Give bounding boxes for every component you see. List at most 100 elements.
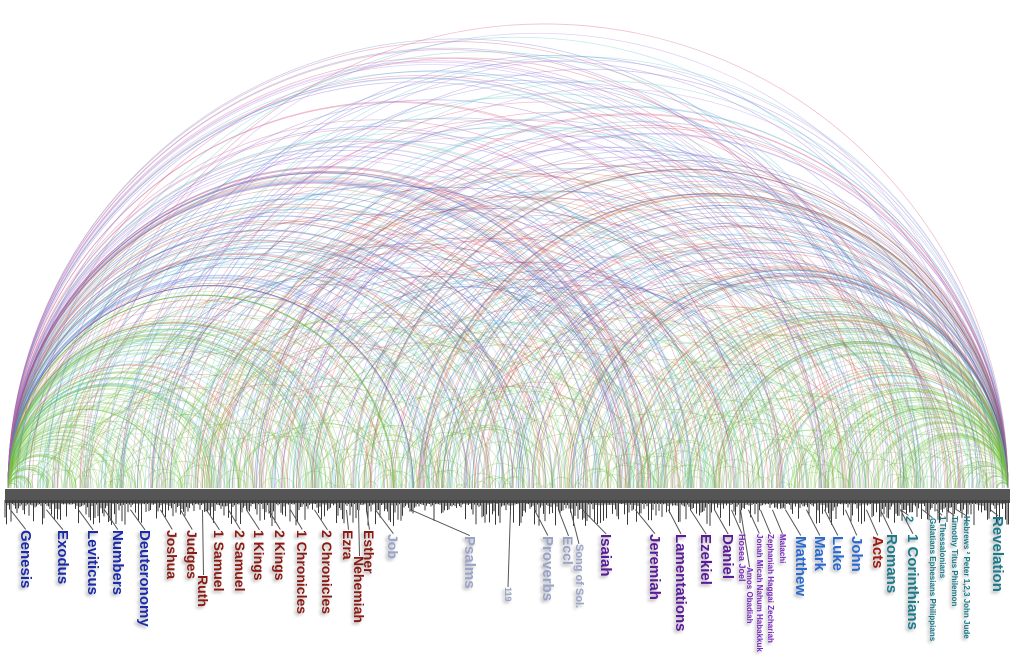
- cross-reference-arc: [946, 457, 1009, 489]
- cross-reference-arc: [7, 475, 34, 489]
- cross-reference-arc: [7, 294, 395, 489]
- cross-reference-arc: [691, 423, 822, 489]
- cross-reference-arc: [101, 213, 650, 489]
- cross-reference-arc: [110, 349, 389, 489]
- cross-reference-arc: [672, 320, 1009, 489]
- cross-reference-arc: [666, 464, 715, 489]
- cross-reference-arc: [477, 222, 1009, 489]
- cross-reference-arc: [718, 343, 1009, 489]
- cross-reference-arc: [398, 484, 406, 489]
- cross-reference-arc: [961, 464, 1009, 489]
- cross-reference-arc: [261, 477, 283, 489]
- cross-reference-arc: [249, 312, 602, 489]
- cross-reference-arc: [907, 437, 1009, 489]
- cross-reference-arc: [827, 451, 900, 489]
- cross-reference-arc: [445, 401, 620, 489]
- cross-reference-arc: [302, 466, 346, 489]
- cross-reference-arc: [628, 297, 1009, 489]
- cross-reference-arc: [89, 74, 917, 489]
- book-label: Mark: [811, 536, 828, 572]
- cross-reference-arc: [7, 266, 451, 489]
- cross-reference-arc: [21, 341, 315, 489]
- cross-reference-arc: [813, 390, 1009, 489]
- cross-reference-arc: [915, 441, 1009, 489]
- cross-reference-arc: [442, 205, 1009, 489]
- cross-reference-arc: [7, 181, 620, 489]
- cross-reference-arc: [7, 178, 626, 489]
- cross-reference-arc: [7, 177, 629, 489]
- cross-reference-arc: [654, 310, 1009, 489]
- cross-reference-arc: [297, 470, 332, 489]
- cross-reference-arc: [229, 135, 934, 489]
- cross-reference-arc: [394, 180, 1009, 489]
- cross-reference-arc: [7, 453, 76, 489]
- cross-reference-arc: [7, 170, 643, 489]
- cross-reference-arc: [117, 362, 368, 489]
- cross-reference-arc: [7, 476, 32, 489]
- cross-reference-arc: [13, 328, 332, 489]
- cross-reference-arc: [755, 429, 873, 489]
- cross-reference-arc: [416, 460, 473, 489]
- cross-reference-arc: [7, 102, 780, 489]
- cross-reference-arc: [247, 172, 880, 489]
- cross-reference-arc: [116, 373, 345, 489]
- cross-reference-arc: [389, 256, 853, 489]
- cross-reference-arc: [597, 366, 840, 489]
- cross-reference-arc: [7, 219, 544, 489]
- cross-reference-arc: [82, 32, 993, 489]
- book-label: Job: [385, 534, 401, 559]
- cross-reference-arc: [707, 337, 1009, 489]
- cross-reference-arc: [687, 327, 1009, 489]
- cross-reference-arc: [408, 433, 519, 489]
- cross-reference-arc: [296, 393, 486, 489]
- cross-reference-arc: [7, 392, 199, 489]
- cross-reference-arc: [7, 377, 229, 489]
- cross-reference-arc: [116, 443, 207, 489]
- cross-reference-arc: [663, 464, 710, 489]
- book-label: Joshua: [164, 530, 180, 580]
- cross-reference-arc: [57, 351, 332, 489]
- cross-reference-arc: [7, 482, 18, 489]
- cross-reference-arc: [762, 474, 791, 489]
- cross-reference-arc: [640, 414, 789, 489]
- cross-reference-arc: [477, 252, 949, 489]
- cross-reference-arc: [7, 198, 587, 489]
- cross-reference-arc: [7, 338, 307, 489]
- cross-reference-arc: [7, 322, 339, 489]
- cross-reference-arc: [7, 203, 577, 489]
- cross-reference-arc: [334, 269, 772, 489]
- cross-reference-arc: [601, 465, 648, 489]
- cross-reference-arc: [848, 458, 907, 489]
- cross-reference-arc: [660, 314, 1009, 489]
- cross-reference-arc: [506, 237, 1009, 489]
- cross-reference-arc: [7, 253, 477, 489]
- cross-reference-arc: [473, 397, 655, 489]
- cross-reference-arc: [499, 467, 541, 489]
- cross-reference-arc: [855, 452, 928, 489]
- cross-reference-arc: [102, 480, 117, 489]
- book-label: 2: [903, 516, 915, 523]
- cross-reference-arc: [210, 432, 323, 489]
- cross-reference-arc: [7, 371, 242, 489]
- cross-reference-arc: [483, 247, 965, 489]
- cross-reference-arc: [169, 243, 660, 489]
- cross-reference-arc: [181, 455, 246, 489]
- cross-reference-arc: [474, 301, 848, 489]
- cross-reference-arc: [7, 408, 167, 489]
- cross-reference-arc: [152, 93, 942, 489]
- cross-reference-arc: [46, 99, 824, 489]
- cross-reference-arc: [995, 481, 1009, 489]
- cross-reference-arc: [148, 81, 962, 489]
- cross-reference-arc: [635, 476, 659, 489]
- cross-reference-arc: [219, 175, 844, 489]
- cross-reference-arc: [901, 434, 1009, 489]
- cross-reference-arc: [313, 222, 846, 489]
- cross-reference-arc: [7, 101, 782, 489]
- cross-reference-arc: [7, 455, 73, 489]
- cross-reference-arc: [181, 482, 193, 489]
- cross-reference-arc: [37, 468, 77, 489]
- cross-reference-arc: [578, 468, 618, 489]
- cross-reference-arc: [7, 241, 501, 489]
- cross-reference-arc: [55, 302, 427, 489]
- cross-reference-arc: [791, 426, 914, 489]
